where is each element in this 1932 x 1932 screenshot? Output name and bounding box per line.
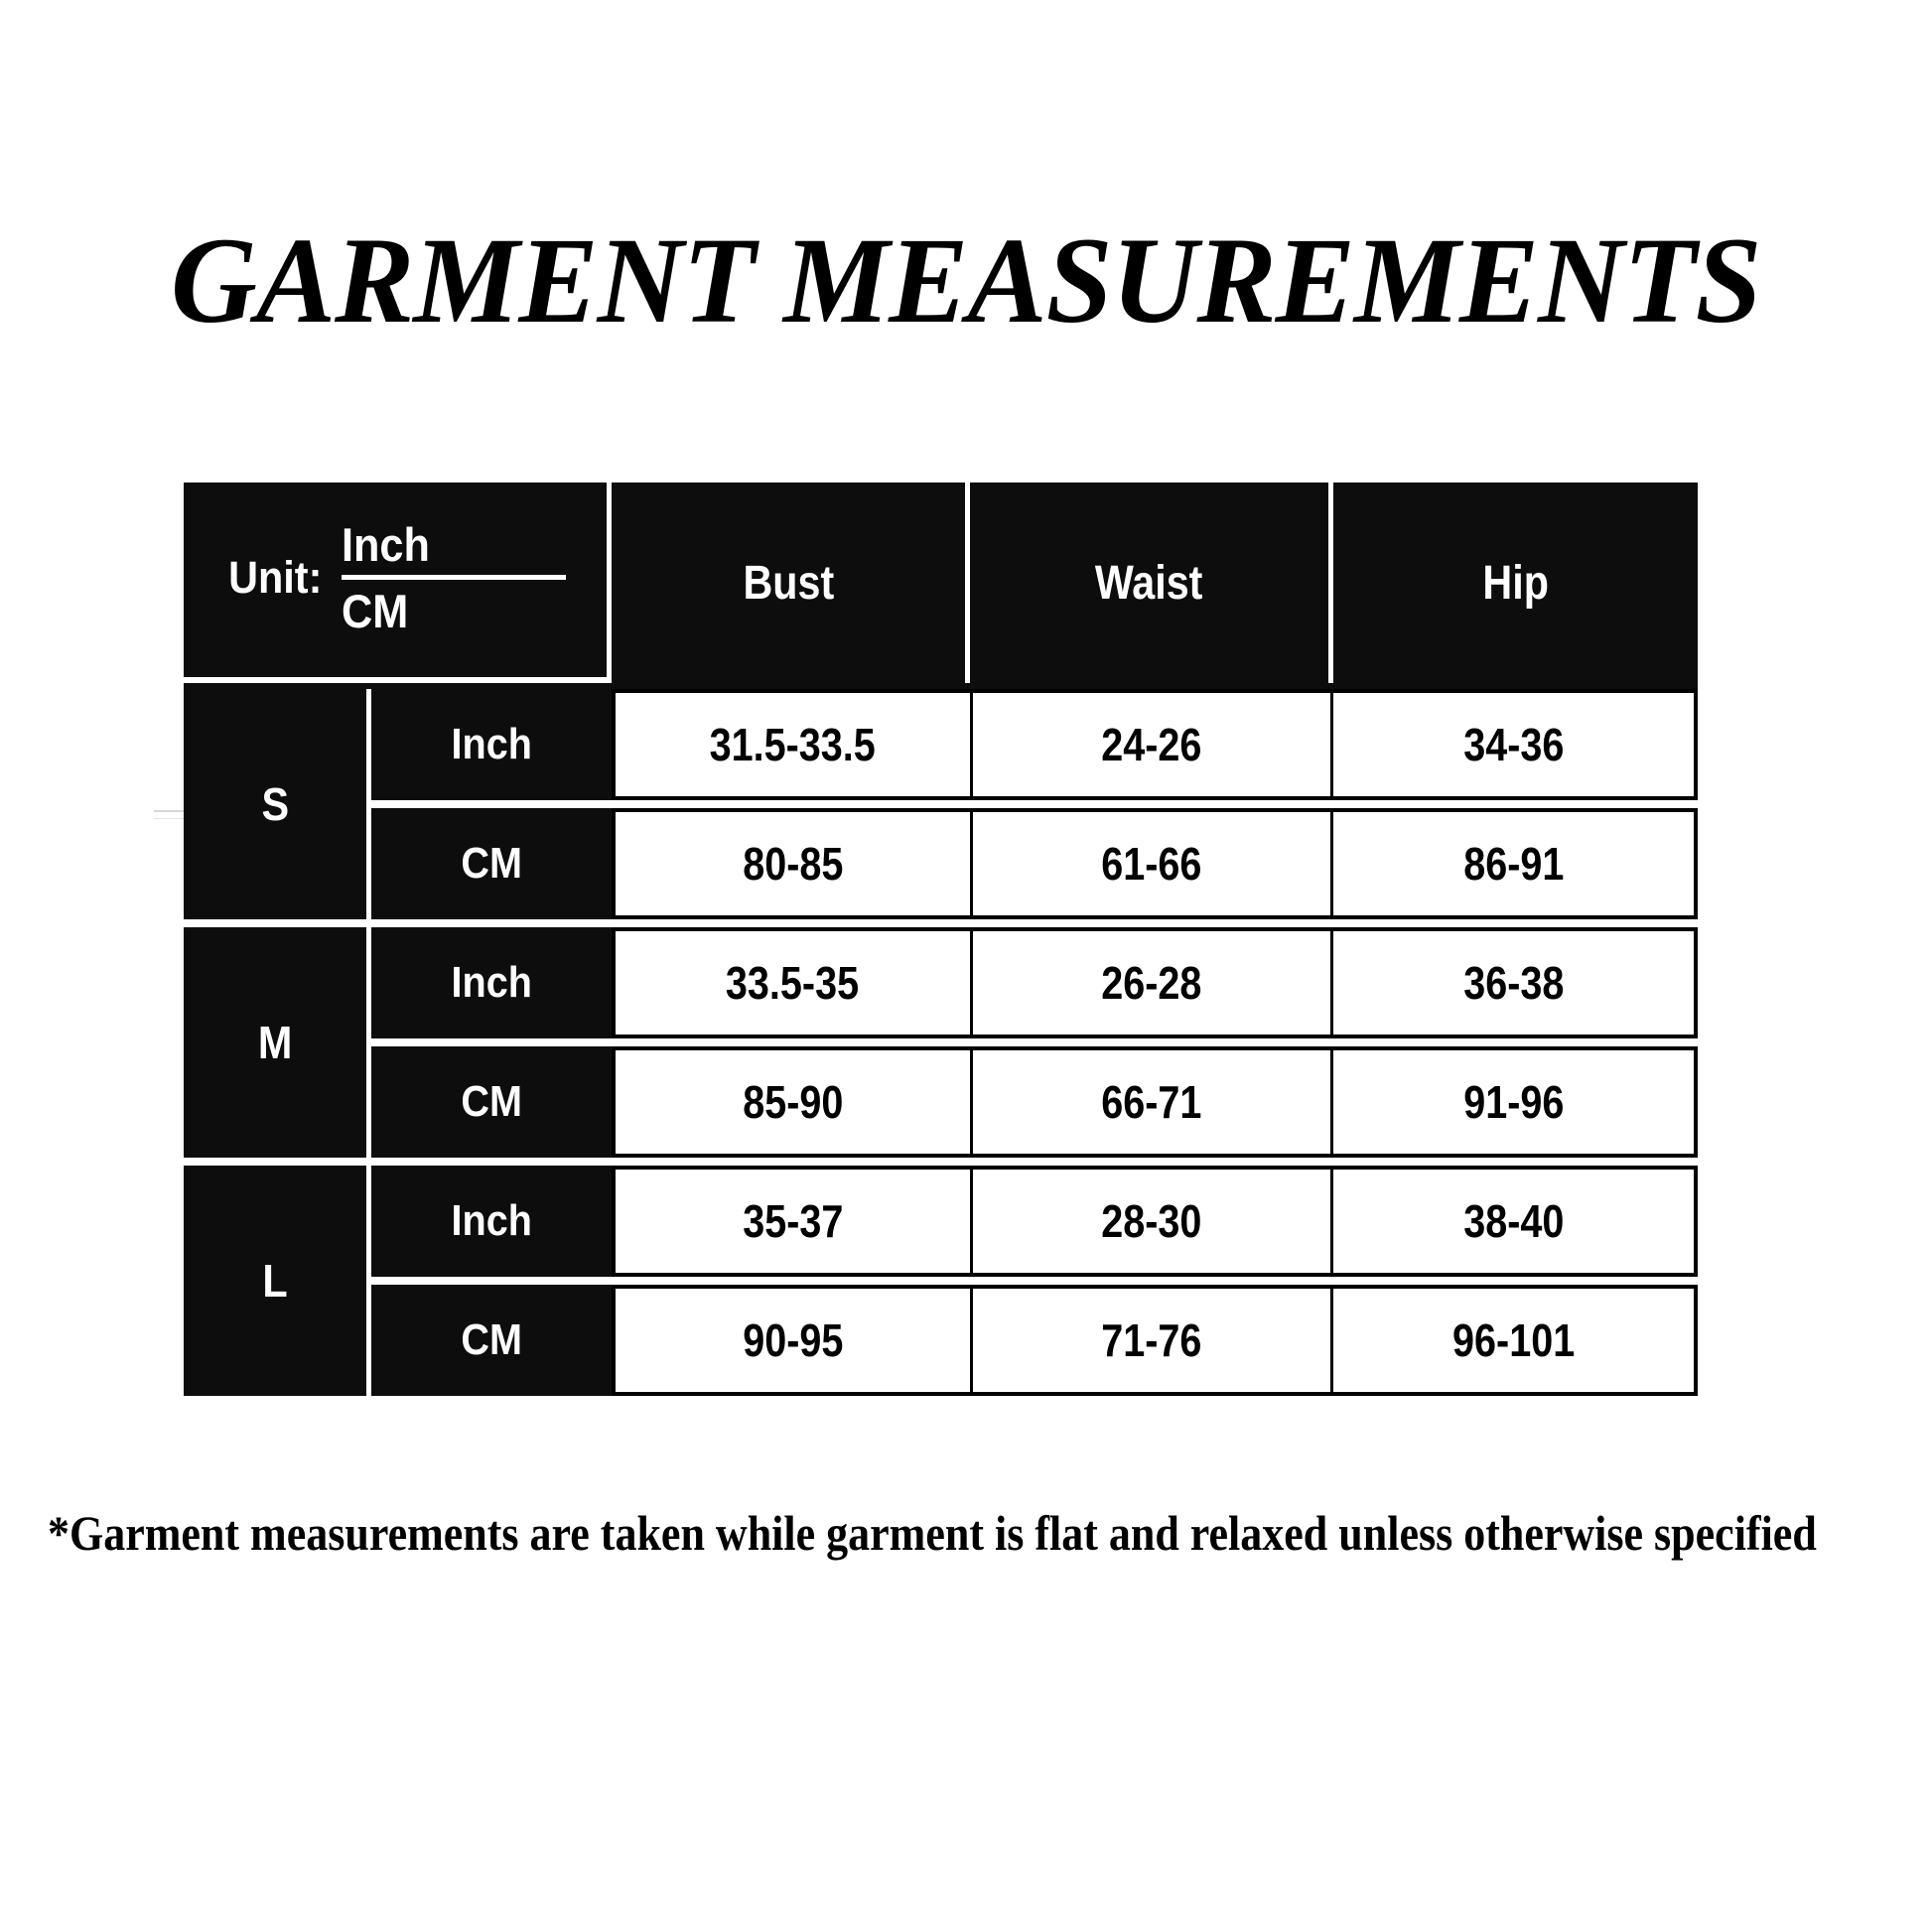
- cell-value: 85-90: [742, 1076, 844, 1128]
- cell-hip: 38-40: [1330, 1166, 1698, 1277]
- footnote: *Garment measurements are taken while ga…: [48, 1505, 1817, 1561]
- header-label-hip: Hip: [1482, 556, 1549, 610]
- header-label-bust: Bust: [743, 556, 834, 610]
- table-header-row: Unit: Inch CM Bust Waist Hip: [184, 483, 1698, 689]
- cell-hip: 36-38: [1330, 927, 1698, 1038]
- unit-fraction-numerator: Inch: [342, 518, 431, 571]
- unit-fraction: Inch CM: [342, 518, 567, 637]
- cell-hip: 34-36: [1330, 689, 1698, 800]
- unit-cell-label: Inch: [451, 720, 532, 768]
- unit-cell-label: CM: [461, 1315, 522, 1364]
- unit-cell-cm: CM: [371, 1046, 612, 1158]
- cell-hip: 91-96: [1330, 1046, 1698, 1158]
- cell-value: 86-91: [1462, 838, 1565, 890]
- unit-cell-label: CM: [461, 839, 522, 888]
- cell-value: 61-66: [1101, 838, 1202, 890]
- table-row-group-m: M Inch 33.5-35 26-28 36-38 CM: [184, 927, 1698, 1158]
- size-chart-table: Unit: Inch CM Bust Waist Hip S: [154, 483, 1698, 1407]
- size-label-m: M: [257, 1017, 293, 1068]
- unit-cell-cm: CM: [371, 808, 612, 919]
- table-row-group-l: L Inch 35-37 28-30 38-40 CM: [184, 1166, 1698, 1396]
- cell-value: 66-71: [1101, 1076, 1202, 1128]
- unit-fraction-rule: [342, 575, 567, 580]
- cell-value: 91-96: [1462, 1076, 1565, 1128]
- cell-bust: 35-37: [612, 1166, 973, 1277]
- cell-hip: 96-101: [1330, 1285, 1698, 1396]
- unit-cell-cm: CM: [371, 1285, 612, 1396]
- cell-value: 35-37: [742, 1195, 844, 1247]
- table-row: CM 85-90 66-71 91-96: [371, 1046, 1698, 1158]
- cell-value: 33.5-35: [726, 957, 860, 1009]
- table-row: Inch 33.5-35 26-28 36-38: [371, 927, 1698, 1038]
- header-label-waist: Waist: [1095, 556, 1203, 610]
- cell-waist: 66-71: [970, 1046, 1333, 1158]
- unit-cell-label: Inch: [451, 958, 532, 1007]
- header-cell-unit: Unit: Inch CM: [184, 483, 612, 683]
- table-row: Inch 31.5-33.5 24-26 34-36: [371, 689, 1698, 800]
- cell-waist: 71-76: [970, 1285, 1333, 1396]
- cell-bust: 90-95: [612, 1285, 973, 1396]
- cell-waist: 24-26: [970, 689, 1333, 800]
- cell-bust: 85-90: [612, 1046, 973, 1158]
- cell-bust: 31.5-33.5: [612, 689, 973, 800]
- cell-value: 71-76: [1101, 1314, 1202, 1366]
- cell-waist: 26-28: [970, 927, 1333, 1038]
- size-label-s: S: [261, 778, 289, 830]
- page-title: GARMENT MEASUREMENTS: [171, 212, 1761, 348]
- cell-value: 24-26: [1101, 719, 1202, 770]
- edge-artifact-secondary: [154, 818, 184, 819]
- unit-cell-label: Inch: [451, 1196, 532, 1245]
- cell-bust: 33.5-35: [612, 927, 973, 1038]
- unit-cell-inch: Inch: [371, 689, 612, 800]
- cell-value: 31.5-33.5: [709, 719, 877, 770]
- table-row: CM 80-85 61-66 86-91: [371, 808, 1698, 919]
- cell-value: 28-30: [1101, 1195, 1202, 1247]
- cell-value: 34-36: [1462, 719, 1565, 770]
- table-row-group-s: S Inch 31.5-33.5 24-26 34-36 CM: [184, 689, 1698, 919]
- cell-waist: 28-30: [970, 1166, 1333, 1277]
- edge-artifact: [154, 810, 188, 812]
- cell-waist: 61-66: [970, 808, 1333, 919]
- cell-bust: 80-85: [612, 808, 973, 919]
- header-cell-bust: Bust: [612, 483, 970, 683]
- table-row: CM 90-95 71-76 96-101: [371, 1285, 1698, 1396]
- cell-hip: 86-91: [1330, 808, 1698, 919]
- unit-cell-label: CM: [461, 1077, 522, 1126]
- table-body: S Inch 31.5-33.5 24-26 34-36 CM: [184, 689, 1698, 1407]
- cell-value: 96-101: [1451, 1314, 1576, 1366]
- size-label-l: L: [262, 1255, 288, 1307]
- size-cell-m: M: [184, 927, 366, 1158]
- unit-cell-inch: Inch: [371, 1166, 612, 1277]
- unit-cell-inch: Inch: [371, 927, 612, 1038]
- header-cell-hip: Hip: [1333, 483, 1698, 683]
- size-cell-s: S: [184, 689, 366, 919]
- header-cell-waist: Waist: [970, 483, 1333, 683]
- size-cell-l: L: [184, 1166, 366, 1396]
- unit-label: Unit:: [227, 552, 323, 603]
- cell-value: 26-28: [1101, 957, 1202, 1009]
- unit-fraction-denominator: CM: [342, 585, 409, 637]
- cell-value: 36-38: [1462, 957, 1565, 1009]
- table-row: Inch 35-37 28-30 38-40: [371, 1166, 1698, 1277]
- cell-value: 80-85: [742, 838, 844, 890]
- cell-value: 90-95: [742, 1314, 844, 1366]
- cell-value: 38-40: [1462, 1195, 1565, 1247]
